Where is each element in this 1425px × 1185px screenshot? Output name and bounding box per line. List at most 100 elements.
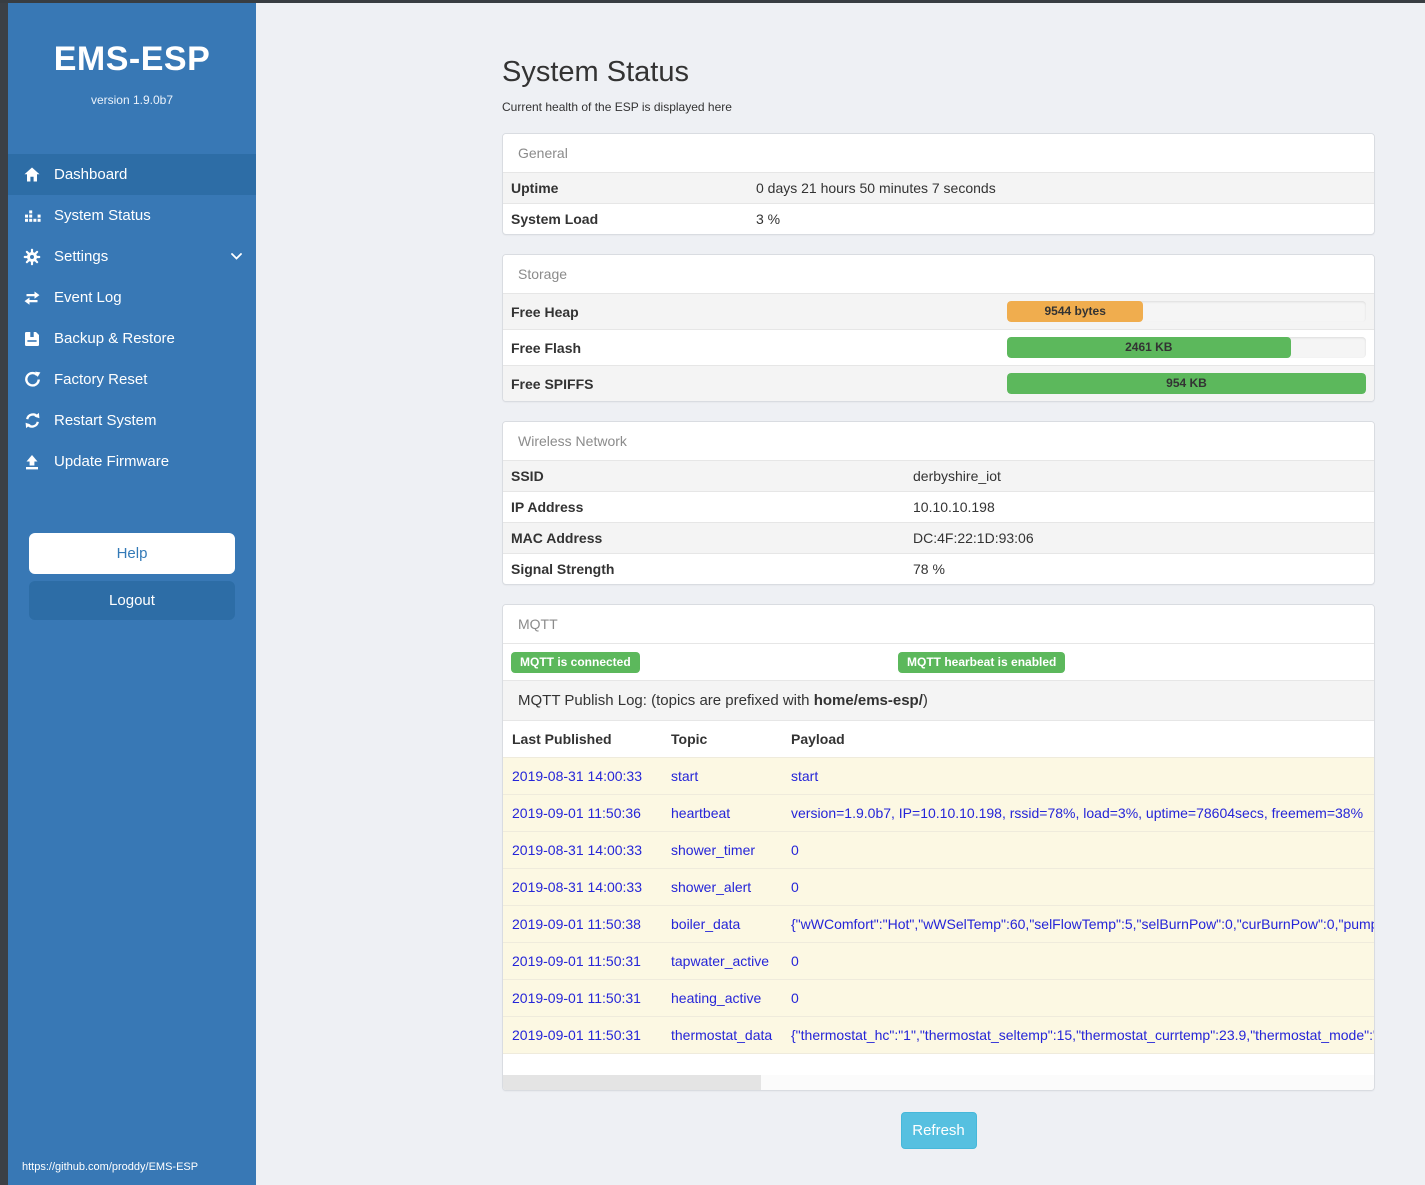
row-label: Uptime [511, 180, 559, 196]
sidebar-item-label: Backup & Restore [54, 330, 175, 347]
cell-last-published: 2019-08-31 14:00:33 [512, 768, 642, 784]
github-link[interactable]: https://github.com/proddy/EMS-ESP [22, 1161, 199, 1173]
cell-topic: heating_active [671, 990, 762, 1006]
chevron-down-icon [231, 253, 242, 260]
mqtt-badges: MQTT is connected MQTT hearbeat is enabl… [503, 643, 1374, 680]
cell-last-published: 2019-09-01 11:50:36 [512, 805, 641, 821]
cell-topic: start [671, 768, 699, 784]
cell-payload: start [791, 768, 819, 784]
sidebar-item-dashboard[interactable]: Dashboard [8, 154, 256, 195]
panel-storage: Storage Free Heap 9544 bytes Free Flash … [502, 254, 1375, 402]
cell-payload: version=1.9.0b7, IP=10.10.10.198, rssid=… [791, 805, 1364, 821]
cell-payload: 0 [791, 842, 799, 858]
scrollbar-thumb[interactable] [503, 1075, 761, 1090]
panel-storage-title: Storage [503, 255, 1374, 293]
sidebar-menu: Dashboard System Status [8, 154, 256, 482]
horizontal-scrollbar[interactable] [503, 1075, 1374, 1090]
cell-last-published: 2019-09-01 11:50:38 [512, 916, 641, 932]
row-value: DC:4F:22:1D:93:06 [913, 530, 1034, 546]
cell-payload: 0 [791, 953, 799, 969]
table-row: MAC Address DC:4F:22:1D:93:06 [503, 522, 1374, 553]
row-value: 3 % [756, 211, 781, 227]
cell-topic: tapwater_active [671, 953, 770, 969]
cell-topic: shower_alert [671, 879, 752, 895]
sidebar-item-settings[interactable]: Settings [8, 236, 256, 277]
table-row: Free SPIFFS 954 KB [503, 365, 1374, 401]
mqtt-connected-badge: MQTT is connected [511, 652, 640, 673]
table-row: Signal Strength 78 % [503, 553, 1374, 584]
cell-last-published: 2019-08-31 14:00:33 [512, 879, 642, 895]
upload-icon [22, 453, 42, 471]
table-header-row: Last Published Topic Payload [503, 720, 1374, 757]
window-top-edge [0, 0, 1425, 3]
sidebar-item-backup-restore[interactable]: Backup & Restore [8, 318, 256, 359]
cell-last-published: 2019-09-01 11:50:31 [512, 1027, 641, 1043]
sidebar: EMS-ESP version 1.9.0b7 Dashboard System… [0, 0, 256, 1185]
table-row: 2019-09-01 11:50:31 tapwater_active 0 [503, 942, 1374, 979]
page-subtitle: Current health of the ESP is displayed h… [502, 100, 732, 114]
cell-topic: thermostat_data [671, 1027, 773, 1043]
sidebar-item-label: Event Log [54, 289, 122, 306]
free-flash-progressbar: 2461 KB [1007, 337, 1366, 358]
system-status-icon [22, 207, 42, 225]
logout-button[interactable]: Logout [29, 581, 235, 620]
cell-last-published: 2019-09-01 11:50:31 [512, 990, 641, 1006]
table-bottom-spacer [503, 1053, 1374, 1075]
refresh-icon [22, 412, 42, 430]
row-label: SSID [511, 468, 544, 484]
refresh-button[interactable]: Refresh [900, 1112, 977, 1149]
free-heap-progressbar: 9544 bytes [1007, 301, 1366, 322]
sidebar-item-label: Settings [54, 248, 109, 265]
table-row: System Load 3 % [503, 203, 1374, 234]
sidebar-item-label: Update Firmware [54, 453, 170, 470]
sidebar-item-label: Dashboard [54, 166, 128, 183]
row-value: 10.10.10.198 [913, 499, 995, 515]
exchange-icon [22, 289, 42, 307]
brand: EMS-ESP version 1.9.0b7 [8, 0, 256, 107]
cell-payload: {"thermostat_hc":"1","thermostat_seltemp… [791, 1027, 1374, 1043]
table-row: 2019-08-31 14:00:33 shower_timer 0 [503, 831, 1374, 868]
help-button[interactable]: Help [29, 533, 235, 574]
panel-mqtt: MQTT MQTT is connected MQTT hearbeat is … [502, 604, 1375, 1091]
sidebar-item-system-status[interactable]: System Status [8, 195, 256, 236]
cell-payload: 0 [791, 990, 799, 1006]
cell-payload: {"wWComfort":"Hot","wWSelTemp":60,"selFl… [791, 916, 1374, 932]
mqtt-heartbeat-badge: MQTT hearbeat is enabled [898, 652, 1066, 673]
row-label: MAC Address [511, 530, 603, 546]
cell-last-published: 2019-09-01 11:50:31 [512, 953, 641, 969]
sidebar-buttons: Help Logout [8, 533, 256, 620]
progressbar-fill: 954 KB [1007, 373, 1366, 394]
cell-last-published: 2019-08-31 14:00:33 [512, 842, 642, 858]
panel-wireless-title: Wireless Network [503, 422, 1374, 460]
table-row: 2019-09-01 11:50:31 heating_active 0 [503, 979, 1374, 1016]
mqtt-topic-prefix: home/ems-esp/ [813, 692, 923, 709]
sidebar-item-label: System Status [54, 207, 151, 224]
table-row: 2019-08-31 14:00:33 shower_alert 0 [503, 868, 1374, 905]
row-label: Free Flash [511, 339, 582, 356]
sidebar-item-factory-reset[interactable]: Factory Reset [8, 359, 256, 400]
sidebar-item-label: Restart System [54, 412, 157, 429]
table-row: Uptime 0 days 21 hours 50 minutes 7 seco… [503, 172, 1374, 203]
table-row: SSID derbyshire_iot [503, 460, 1374, 491]
row-label: System Load [511, 211, 599, 227]
table-row: 2019-09-01 11:50:31 thermostat_data {"th… [503, 1016, 1374, 1053]
progressbar-fill: 9544 bytes [1007, 301, 1144, 322]
sidebar-item-restart-system[interactable]: Restart System [8, 400, 256, 441]
home-icon [22, 166, 42, 184]
col-header: Payload [791, 731, 845, 747]
table-row: 2019-08-31 14:00:33 start start [503, 757, 1374, 794]
cell-topic: boiler_data [671, 916, 741, 932]
sidebar-item-update-firmware[interactable]: Update Firmware [8, 441, 256, 482]
app-title: EMS-ESP [53, 40, 211, 78]
cell-payload: 0 [791, 879, 799, 895]
table-row: Free Flash 2461 KB [503, 329, 1374, 365]
main-area: System Status Current health of the ESP … [256, 0, 1425, 1185]
table-row: 2019-09-01 11:50:36 heartbeat version=1.… [503, 794, 1374, 831]
row-label: Free SPIFFS [511, 375, 594, 392]
row-label: Signal Strength [511, 561, 615, 577]
gear-icon [22, 248, 42, 266]
sidebar-item-event-log[interactable]: Event Log [8, 277, 256, 318]
mqtt-publish-log-caption: MQTT Publish Log: (topics are prefixed w… [503, 680, 1374, 720]
table-row: IP Address 10.10.10.198 [503, 491, 1374, 522]
table-row: Free Heap 9544 bytes [503, 293, 1374, 329]
